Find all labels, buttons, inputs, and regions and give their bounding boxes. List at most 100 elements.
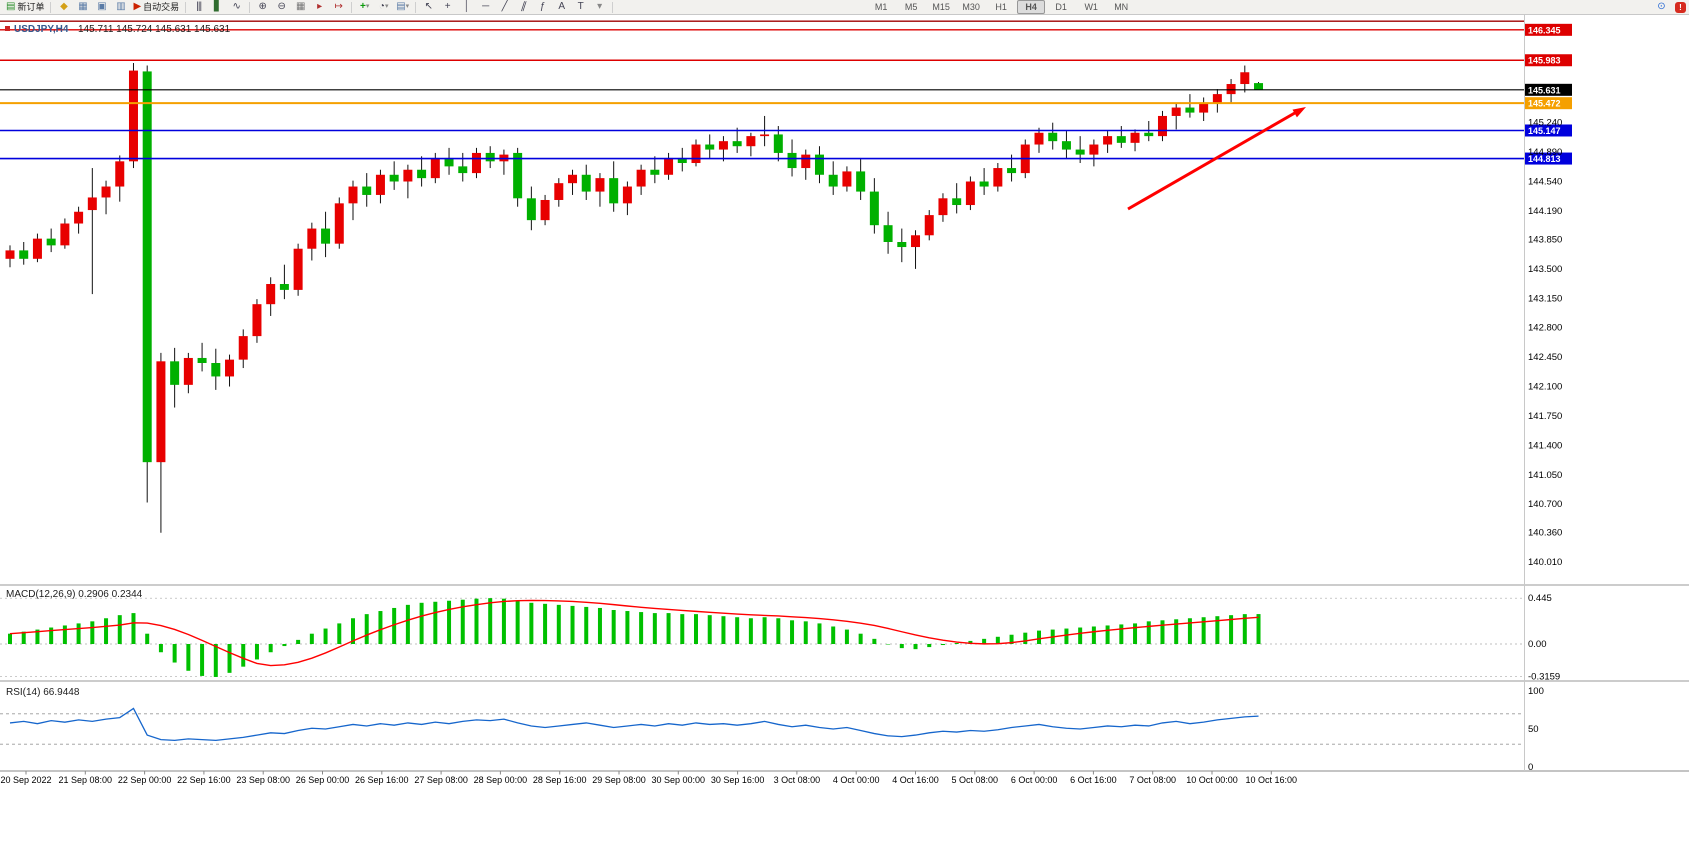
timeframe-button-m1[interactable]: M1 [874, 2, 888, 12]
timeframe-button-mn[interactable]: MN [1114, 2, 1129, 12]
macd-histogram-bar [62, 625, 67, 644]
trend-arrow-line[interactable] [1127, 108, 1301, 211]
rsi-label: RSI(14) 66.9448 [6, 687, 80, 698]
navigator-button[interactable]: ▣ [92, 0, 111, 14]
channel-tool-button[interactable]: ∥ [514, 0, 533, 14]
macd-histogram-bar [337, 623, 342, 644]
timeframe-button-w1[interactable]: W1 [1084, 2, 1098, 12]
fibonacci-tool-button[interactable]: ƒ [533, 0, 552, 14]
macd-histogram-bar [131, 613, 136, 644]
macd-axis-label: 0.00 [1528, 639, 1547, 650]
macd-histogram-bar [90, 621, 95, 644]
time-tick-label: 27 Sep 08:00 [414, 775, 468, 785]
candle-up [842, 171, 852, 187]
macd-histogram-bar [611, 610, 616, 644]
macd-histogram-bar [158, 644, 163, 653]
chart-shift-icon: ↦ [334, 1, 343, 12]
shapes-tool-button[interactable]: ▾ [590, 0, 609, 14]
crosshair-tool-button[interactable]: + [438, 0, 457, 14]
line-chart-icon: ∿ [232, 1, 241, 12]
new-order-button[interactable]: ▤ 新订单 [3, 0, 47, 14]
notification-button[interactable]: ! [1675, 1, 1686, 13]
trend-arrow[interactable] [1127, 107, 1306, 211]
candles-layer[interactable] [5, 63, 1264, 533]
candle-up [622, 186, 632, 204]
terminal-button[interactable]: ▥ [111, 0, 130, 14]
horizontal-lines-layer[interactable]: 146.345 145.983 145.631 145.472 145.147 144.8… [0, 20, 1572, 165]
zoom-out-button[interactable]: ⊖ [272, 0, 291, 14]
auto-scroll-button[interactable]: ▸ [310, 0, 329, 14]
price-badge-label: 144.813 [1528, 154, 1561, 164]
cursor-icon: ↖ [424, 1, 433, 12]
macd-histogram-bar [584, 606, 589, 644]
line-chart-button[interactable]: ∿ [227, 0, 246, 14]
macd-histogram-bar [597, 607, 602, 644]
macd-histogram-bar [927, 644, 932, 648]
toolbar-separator [50, 1, 52, 13]
tile-windows-button[interactable]: ▦ [291, 0, 310, 14]
candle-up [746, 136, 756, 147]
macd-histogram-bar [1229, 615, 1234, 644]
macd-histogram-bar [694, 614, 698, 644]
macd-histogram-bar [323, 628, 328, 644]
candle-up [471, 152, 481, 174]
text-tool-button[interactable]: A [552, 0, 571, 14]
price-tick-label: 140.700 [1528, 499, 1562, 510]
candle-up [554, 183, 564, 200]
indicators-button[interactable]: + ▾ [355, 0, 374, 14]
data-window-icon: ▦ [78, 1, 88, 12]
candle-down [513, 152, 523, 199]
periods-button[interactable]: ◔ ▾ [374, 0, 393, 14]
macd-histogram-bar [844, 629, 849, 644]
candle-up [760, 134, 770, 137]
macd-histogram-bar [200, 644, 205, 676]
macd-histogram-bar [790, 620, 795, 644]
main-price-panel[interactable]: 146.345 145.983 145.631 145.472 145.147 144.8… [0, 20, 1572, 568]
search-button[interactable]: ⊙ [1652, 0, 1671, 14]
new-order-label: 新订单 [17, 2, 45, 12]
price-badge [1525, 54, 1572, 67]
timeframe-button-d1[interactable]: D1 [1055, 2, 1067, 12]
macd-histogram-bar [639, 612, 644, 644]
chart-window[interactable]: 146.345 145.983 145.631 145.472 145.147 144.8… [0, 15, 1689, 851]
autotrading-button[interactable]: ▶ 自动交易 [130, 0, 182, 14]
macd-histogram-bar [1023, 632, 1028, 644]
vertical-line-tool-button[interactable]: │ [457, 0, 476, 14]
macd-histogram-bar [76, 623, 81, 644]
cursor-tool-button[interactable]: ↖ [419, 0, 438, 14]
new-order-icon: ▤ [6, 1, 16, 12]
price-axis[interactable]: 145.240 144.890 144.540 144.190 143.850 143.5… [1528, 118, 1562, 568]
time-axis[interactable]: 20 Sep 2022 21 Sep 08:00 22 Sep 00:00 22 Se… [0, 770, 1689, 785]
time-tick-label: 26 Sep 16:00 [355, 775, 409, 785]
bar-chart-button[interactable]: ||| [189, 0, 208, 14]
candle-up [348, 186, 358, 204]
macd-histogram-bar [296, 639, 301, 644]
timeframe-button-m30[interactable]: M30 [962, 2, 980, 12]
chart-shift-button[interactable]: ↦ [329, 0, 348, 14]
candlestick-chart-button[interactable]: ▋ [208, 0, 227, 14]
timeframe-button-h4[interactable]: H4 [1017, 0, 1046, 14]
zoom-in-button[interactable]: ⊕ [253, 0, 272, 14]
macd-panel[interactable]: 0.445 0.00 -0.3159 MACD(12,26,9) 0.2906 0.… [0, 589, 1560, 683]
label-tool-button[interactable]: T [571, 0, 590, 14]
macd-histogram-bar [1242, 614, 1247, 644]
templates-button[interactable]: ▤ ▾ [393, 0, 412, 14]
rsi-panel[interactable]: 100 50 0 RSI(14) 66.9448 [0, 686, 1544, 773]
macd-histogram-bar [529, 602, 534, 644]
data-window-button[interactable]: ▦ [73, 0, 92, 14]
price-tick-label: 144.540 [1528, 176, 1562, 187]
timeframe-button-h1[interactable]: H1 [995, 2, 1007, 12]
candle-up [1103, 136, 1113, 145]
macd-histogram-bar [117, 615, 122, 644]
zoom-out-icon: ⊖ [277, 1, 286, 12]
horizontal-line-tool-button[interactable]: ─ [476, 0, 495, 14]
candle-down [856, 171, 866, 192]
rsi-line [9, 707, 1259, 742]
time-tick-label: 4 Oct 16:00 [892, 775, 939, 785]
timeframe-button-m5[interactable]: M5 [904, 2, 918, 12]
price-tick-label: 140.010 [1528, 557, 1562, 568]
market-watch-button[interactable]: ◆ [54, 0, 73, 14]
trendline-tool-button[interactable]: ╱ [495, 0, 514, 14]
timeframe-button-m15[interactable]: M15 [932, 2, 950, 12]
candle-up [568, 174, 578, 184]
